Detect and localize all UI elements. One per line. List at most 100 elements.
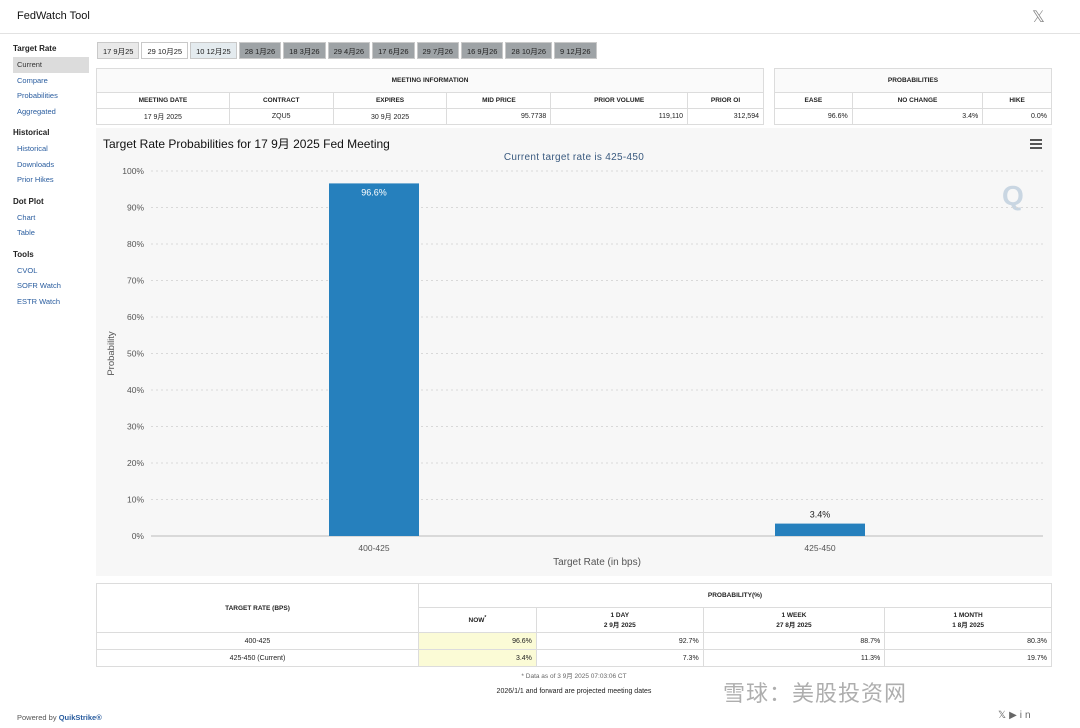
tab-meeting-date[interactable]: 28 1月26 <box>238 42 282 59</box>
probability-cell: 80.3% <box>884 632 1052 650</box>
y-axis-title: Probability <box>106 331 117 376</box>
probability-cell: 96.6% <box>418 632 537 650</box>
app-title: FedWatch Tool <box>17 10 90 22</box>
target-rate-header: TARGET RATE (BPS) <box>96 583 419 633</box>
probability-chart: Target Rate Probabilities for 17 9月 2025… <box>96 128 1052 576</box>
meeting-info-col-header: EXPIRES <box>332 92 448 109</box>
probabilities-col-header: HIKE <box>982 92 1052 109</box>
sidebar-item-compare[interactable]: Compare <box>17 75 48 85</box>
meeting-info-title: MEETING INFORMATION <box>96 68 764 93</box>
meeting-info-value: 312,594 <box>687 108 764 125</box>
tab-meeting-date[interactable]: 28 10月26 <box>505 42 553 59</box>
probability-cell: 11.3% <box>702 649 886 667</box>
tab-meeting-date[interactable]: 10 12月25 <box>190 42 237 59</box>
probability-cell: 19.7% <box>884 649 1052 667</box>
x-tick-label: 400-425 <box>358 543 389 553</box>
sidebar-item-historical[interactable]: Historical <box>17 144 48 153</box>
sidebar-item-current[interactable]: Current <box>13 57 89 73</box>
sidebar-item-aggregated[interactable]: Aggregated <box>17 106 56 116</box>
x-tick-label: 425-450 <box>804 543 835 553</box>
history-col-title: 1 MONTH <box>953 611 983 619</box>
y-tick-label: 40% <box>127 385 144 395</box>
history-col-date: 27 8月 2025 <box>776 621 812 629</box>
bar[interactable] <box>329 183 419 536</box>
close-icon[interactable]: 𝕏 <box>1032 9 1045 26</box>
sidebar-heading: Historical <box>13 128 50 137</box>
probability-cell: 88.7% <box>702 632 886 650</box>
sidebar-item-sofr-watch[interactable]: SOFR Watch <box>17 281 61 290</box>
tab-meeting-date[interactable]: 18 3月26 <box>283 42 326 59</box>
y-tick-label: 80% <box>127 239 144 249</box>
tab-meeting-date[interactable]: 16 9月26 <box>460 42 504 59</box>
sidebar: Target Rate Current Compare Probabilities Ag… <box>13 44 89 309</box>
meeting-information-table: MEETING INFORMATION MEETING DATE CONTRACT… <box>96 68 764 125</box>
meeting-info-col-header: CONTRACT <box>228 92 334 109</box>
meeting-date-tabs: 17 9月25 29 10月25 10 12月25 28 1月26 18 3月26 29 … <box>97 42 597 59</box>
y-tick-label: 20% <box>127 458 144 468</box>
meeting-info-value: ZQU5 <box>228 108 334 125</box>
probabilities-table: PROBABILITIES EASE NO CHANGE HIKE 96.6% 3.4… <box>774 68 1052 125</box>
meeting-info-col-header: PRIOR VOLUME <box>550 92 689 109</box>
tab-meeting-date[interactable]: 29 4月26 <box>327 42 371 59</box>
y-tick-label: 100% <box>122 166 144 176</box>
footnote-marker: * <box>484 615 487 622</box>
tab-meeting-date[interactable]: 9 12月26 <box>554 42 597 59</box>
projected-dates-note: 2026/1/1 and forward are projected meeti… <box>496 688 652 695</box>
tab-meeting-date[interactable]: 29 10月25 <box>141 42 189 59</box>
sidebar-item-cvol[interactable]: CVOL <box>17 265 38 275</box>
tab-meeting-date[interactable]: 29 7月26 <box>416 42 459 59</box>
probability-history-table: TARGET RATE (BPS) PROBABILITY(%) NOW* 1 D… <box>96 583 1052 667</box>
y-tick-label: 90% <box>127 203 144 213</box>
target-rate-cell: 425-450 (Current) <box>96 649 419 667</box>
bar[interactable] <box>775 523 865 536</box>
history-col-date: 2 9月 2025 <box>603 621 636 629</box>
table-row: 425-450 (Current) 3.4% 7.3% 11.3% 19.7% <box>96 649 1052 667</box>
probabilities-col-header: EASE <box>774 92 853 109</box>
chart-subtitle: Current target rate is 425-450 <box>503 152 645 163</box>
history-col-header: 1 MONTH 1 8月 2025 <box>884 607 1052 633</box>
probabilities-col-header: NO CHANGE <box>851 92 984 109</box>
probability-value: 3.4% <box>851 108 984 125</box>
history-col-title: NOW* <box>468 615 487 625</box>
sidebar-item-downloads[interactable]: Downloads <box>17 159 55 169</box>
history-col-header: 1 WEEK 27 8月 2025 <box>702 607 886 633</box>
sidebar-item-prior-hikes[interactable]: Prior Hikes <box>17 175 54 184</box>
chart-title: Target Rate Probabilities for 17 9月 2025… <box>103 137 390 151</box>
y-tick-label: 50% <box>127 349 144 359</box>
probability-cell: 7.3% <box>535 649 704 667</box>
meeting-info-col-header: MEETING DATE <box>96 92 230 109</box>
meeting-info-col-header: MID PRICE <box>446 92 552 109</box>
title-bar: FedWatch Tool 𝕏 <box>0 0 1080 34</box>
linkedin-icon[interactable]: in <box>1019 710 1034 721</box>
youtube-icon[interactable]: ▶ <box>1009 710 1020 721</box>
hamburger-menu-icon[interactable] <box>1030 139 1042 149</box>
powered-by: Powered by QuikStrike® <box>17 713 102 722</box>
probability-value: 0.0% <box>982 108 1052 125</box>
sidebar-item-chart[interactable]: Chart <box>17 212 36 222</box>
chart-svg: 0% 10% 20% 30% 40% 50% 60% 70% 80% 90% 100% 96.6% 40… <box>106 166 1043 568</box>
quikstrike-link[interactable]: QuikStrike® <box>58 713 102 722</box>
history-col-date: 1 8月 2025 <box>952 621 984 629</box>
history-col-title: 1 DAY <box>610 611 630 619</box>
sidebar-heading: Dot Plot <box>13 196 44 206</box>
sidebar-item-probabilities[interactable]: Probabilities <box>17 91 58 100</box>
social-icons: 𝕏▶in <box>998 710 1034 721</box>
bar-data-label: 3.4% <box>810 510 831 520</box>
meeting-info-value: 30 9月 2025 <box>332 108 448 125</box>
y-tick-label: 30% <box>127 422 144 432</box>
sidebar-item-table[interactable]: Table <box>17 228 35 237</box>
meeting-info-value: 95.7738 <box>446 108 552 125</box>
y-tick-label: 10% <box>127 495 144 505</box>
quikstrike-logo: Q <box>1002 180 1024 211</box>
tab-meeting-date[interactable]: 17 6月26 <box>372 42 415 59</box>
x-icon[interactable]: 𝕏 <box>998 710 1010 721</box>
x-axis-title: Target Rate (in bps) <box>553 557 641 568</box>
bar-data-label: 96.6% <box>361 187 387 197</box>
sidebar-heading: Target Rate <box>13 44 57 53</box>
meeting-info-value: 17 9月 2025 <box>96 108 230 125</box>
tab-meeting-date[interactable]: 17 9月25 <box>97 42 140 59</box>
y-tick-label: 60% <box>127 312 144 322</box>
probability-header: PROBABILITY(%) <box>418 583 1052 608</box>
history-col-header: NOW* <box>418 607 537 633</box>
sidebar-item-estr-watch[interactable]: ESTR Watch <box>17 296 61 306</box>
